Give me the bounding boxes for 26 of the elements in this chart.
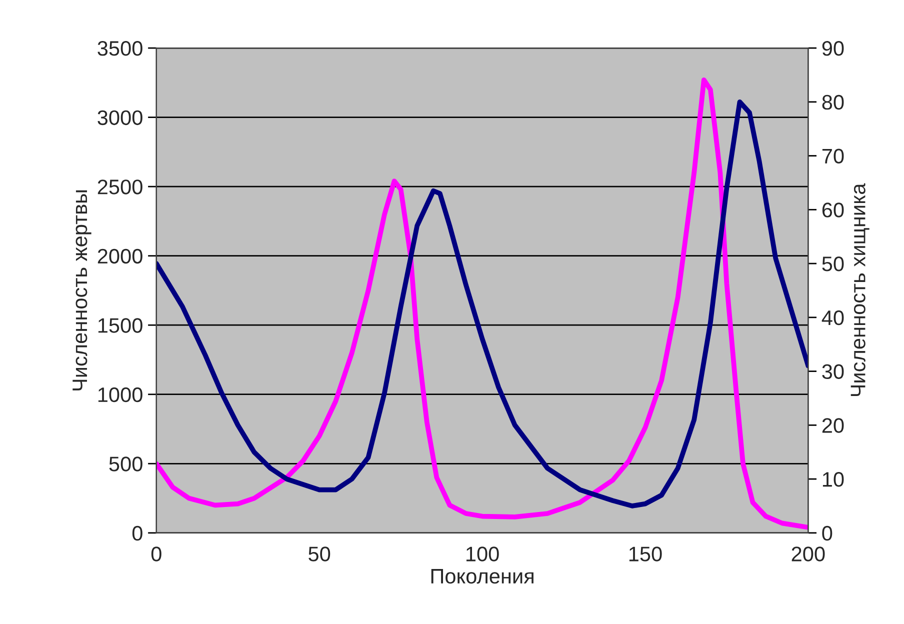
y-tick-label: 3500 [98, 41, 142, 56]
y-tick-label: 1000 [98, 387, 142, 402]
y2-axis-title: Численность хищника [850, 183, 870, 396]
y2-tick-label: 80 [822, 94, 844, 110]
y-tick-label: 2000 [98, 248, 142, 264]
x-axis-title: Поколения [431, 569, 534, 584]
y2-tick-label: 40 [822, 310, 844, 326]
y-tick-label: 2500 [98, 180, 142, 194]
x-tick-label: 200 [792, 546, 825, 562]
y2-tick-label: 60 [822, 202, 844, 218]
y2-tick-label: 20 [822, 418, 844, 433]
x-tick-label: 50 [308, 546, 330, 562]
y-tick-label: 0 [132, 526, 142, 541]
y2-tick-label: 30 [822, 364, 844, 380]
y-axis-title: Численность жертвы [72, 190, 92, 390]
x-tick-label: 150 [629, 546, 662, 562]
x-tick-label: 100 [466, 546, 499, 562]
y2-tick-label: 90 [822, 41, 844, 56]
y2-tick-label: 50 [822, 256, 844, 272]
y-tick-label: 1500 [98, 318, 142, 333]
y-tick-label: 500 [109, 456, 142, 472]
y-tick-label: 3000 [98, 110, 142, 126]
y2-tick-label: 10 [822, 472, 844, 487]
x-tick-label: 0 [151, 546, 162, 562]
y2-tick-label: 70 [822, 148, 844, 164]
y2-tick-label: 0 [822, 526, 832, 541]
